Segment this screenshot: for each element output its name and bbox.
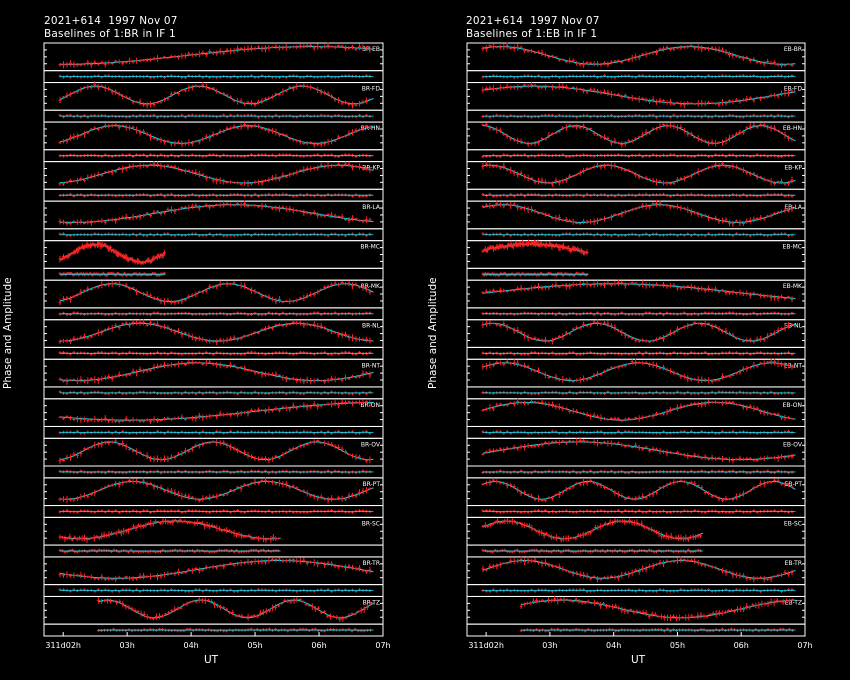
- right-x-tick-label: 05h: [670, 641, 685, 650]
- right-phase-data: [481, 477, 794, 503]
- right-header-title: 2021+614 1997 Nov 07: [466, 15, 600, 27]
- right-baseline-label: EB-MC: [783, 244, 802, 251]
- left-model-curve: [59, 204, 374, 223]
- right-phase-data: [481, 200, 794, 227]
- left-header-title: 2021+614 1997 Nov 07: [44, 15, 178, 27]
- right-baseline-label: EB-HN: [783, 125, 802, 132]
- right-x-tick-label: 07h: [797, 641, 812, 650]
- left-baseline-label: BR-MK: [361, 283, 381, 290]
- right-baseline-label: EB-BR: [784, 46, 802, 53]
- right-baseline-label: EB-SC: [784, 520, 802, 527]
- right-phase-data: [481, 398, 794, 422]
- left-x-axis-label: UT: [204, 654, 219, 666]
- left-phase-data: [58, 359, 372, 385]
- right-baseline-label: EB-KP: [784, 165, 802, 172]
- right-phase-data: [481, 81, 794, 109]
- right-phase-data: [519, 595, 794, 622]
- left-baseline-label: BR-LA: [362, 204, 381, 211]
- right-header-subtitle: Baselines of 1:EB in IF 1: [466, 28, 598, 40]
- right-baseline-label: EB-NT: [784, 362, 803, 369]
- right-baseline-label: EB-NL: [784, 323, 803, 330]
- right-baseline-label: EB-TZ: [785, 599, 802, 606]
- right-amp-panel: [466, 623, 806, 637]
- right-phase-data: [481, 42, 794, 68]
- right-baseline-label: EB-OV: [783, 441, 803, 448]
- right-phase-data: [481, 556, 794, 583]
- right-phase-data: [481, 279, 794, 303]
- right-model-curve: [482, 164, 796, 184]
- left-phase-data: [58, 161, 372, 187]
- right-baseline-label: EB-ON: [783, 402, 802, 409]
- right-x-tick-label: 06h: [734, 641, 749, 650]
- right-phase-data: [481, 437, 794, 464]
- left-phase-data: [58, 200, 372, 226]
- right-phase-data: [481, 239, 589, 256]
- left-phase-data: [58, 81, 372, 109]
- right-phase-data: [481, 161, 794, 187]
- right-baseline-label: EB-MK: [783, 283, 803, 290]
- left-baseline-label: BR-SC: [362, 520, 380, 527]
- left-baseline-label: BR-TZ: [363, 599, 380, 606]
- left-model-curve: [59, 243, 166, 263]
- left-x-tick-label: 07h: [375, 641, 390, 650]
- left-phase-data: [58, 399, 372, 424]
- right-model-curve: [482, 322, 796, 342]
- left-phase-panel: [43, 595, 384, 625]
- left-amp-panel: [43, 623, 384, 637]
- left-baseline-label: BR-MC: [360, 244, 380, 251]
- left-baseline-label: BR-TR: [363, 560, 381, 567]
- left-x-tick-label: 03h: [120, 641, 135, 650]
- right-baseline-label: EB-FD: [784, 86, 803, 93]
- left-phase-panel: [43, 556, 384, 586]
- right-x-tick-label: 03h: [542, 641, 557, 650]
- left-phase-data: [58, 241, 166, 265]
- left-phase-data: [58, 42, 372, 69]
- right-x-axis-label: UT: [631, 654, 646, 666]
- right-phase-data: [481, 517, 702, 543]
- left-header-subtitle: Baselines of 1:BR in IF 1: [44, 28, 176, 40]
- left-phase-data: [96, 596, 372, 622]
- left-baseline-label: BR-PT: [363, 481, 381, 488]
- right-phase-data: [481, 122, 794, 148]
- left-x-tick-label: 06h: [311, 641, 326, 650]
- right-model-curve: [521, 599, 796, 619]
- left-model-curve: [60, 322, 374, 342]
- left-x-tick-label: 04h: [183, 641, 198, 650]
- left-baseline-label: BR-NL: [362, 323, 381, 330]
- left-phase-data: [58, 477, 372, 504]
- left-phase-data: [58, 517, 280, 543]
- left-baseline-label: BR-OV: [361, 441, 381, 448]
- right-baseline-label: EB-PT: [785, 481, 803, 488]
- left-model-curve: [59, 85, 374, 105]
- right-baseline-label: EB-TR: [785, 560, 802, 567]
- left-phase-panel: [43, 516, 384, 546]
- right-x-tick-label: 04h: [606, 641, 621, 650]
- left-baseline-label: BR-FD: [362, 86, 381, 93]
- right-model-curve: [482, 125, 796, 144]
- right-phase-panel: [466, 595, 806, 625]
- left-phase-data: [58, 319, 372, 346]
- left-x-tick-label: 311d02h: [45, 641, 81, 650]
- left-phase-data: [58, 280, 372, 306]
- right-phase-data: [481, 319, 794, 345]
- left-baseline-label: BR-KP: [362, 165, 380, 172]
- right-phase-data: [481, 358, 794, 384]
- left-phase-data: [58, 556, 372, 583]
- right-x-tick-label: 311d02h: [468, 641, 504, 650]
- left-phase-data: [58, 122, 372, 148]
- right-model-curve: [482, 362, 796, 382]
- left-baseline-label: BR-NT: [362, 362, 381, 369]
- left-phase-data: [58, 439, 372, 464]
- left-x-tick-label: 05h: [247, 641, 262, 650]
